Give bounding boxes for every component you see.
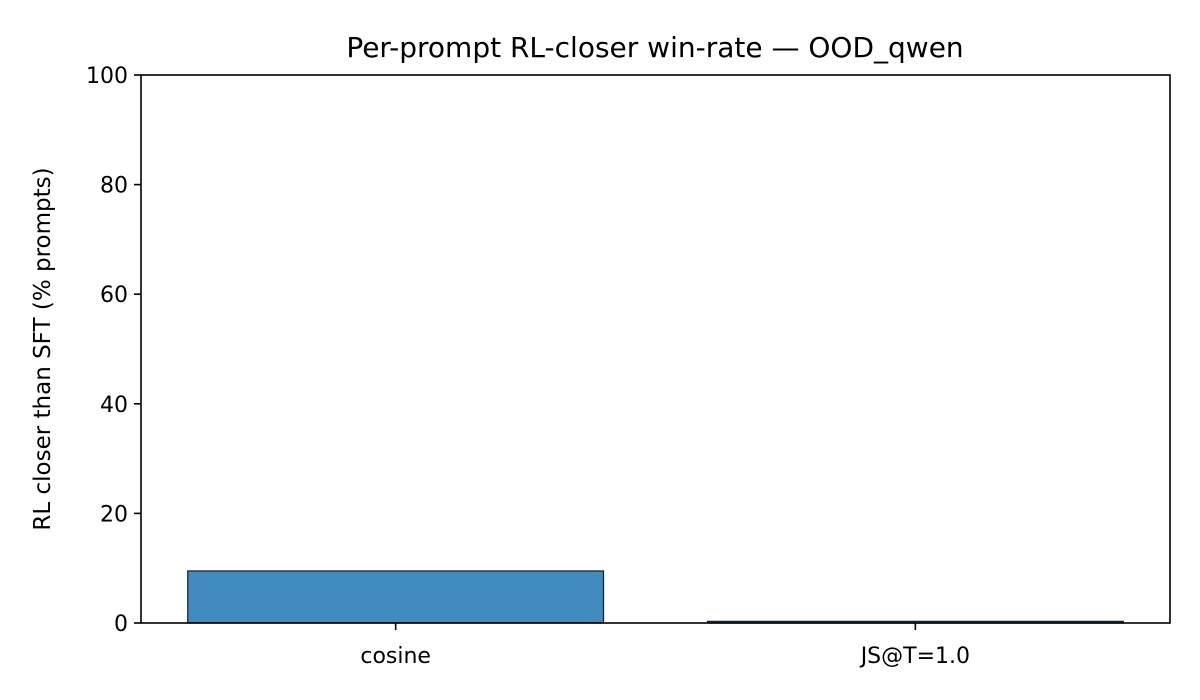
x-tick-label: JS@T=1.0 (859, 644, 970, 669)
y-tick-label: 0 (114, 612, 128, 637)
plot-frame (140, 74, 1171, 624)
x-ticks-group: cosine JS@T=1.0 (360, 623, 970, 669)
bar-cosine (187, 570, 605, 624)
y-tick-label: 40 (100, 393, 128, 418)
y-axis-label: RL closer than SFT (% prompts) (30, 167, 56, 530)
chart-title: Per-prompt RL-closer win-rate — OOD_qwen (346, 31, 963, 64)
y-tick-label: 80 (100, 174, 128, 199)
bars-group (187, 570, 1124, 624)
x-tick-label: cosine (360, 644, 431, 669)
y-ticks-group: 0 20 40 60 80 100 (86, 64, 141, 637)
y-tick-label: 20 (100, 502, 128, 527)
y-tick-label: 60 (100, 283, 128, 308)
y-tick-label: 100 (86, 64, 128, 89)
